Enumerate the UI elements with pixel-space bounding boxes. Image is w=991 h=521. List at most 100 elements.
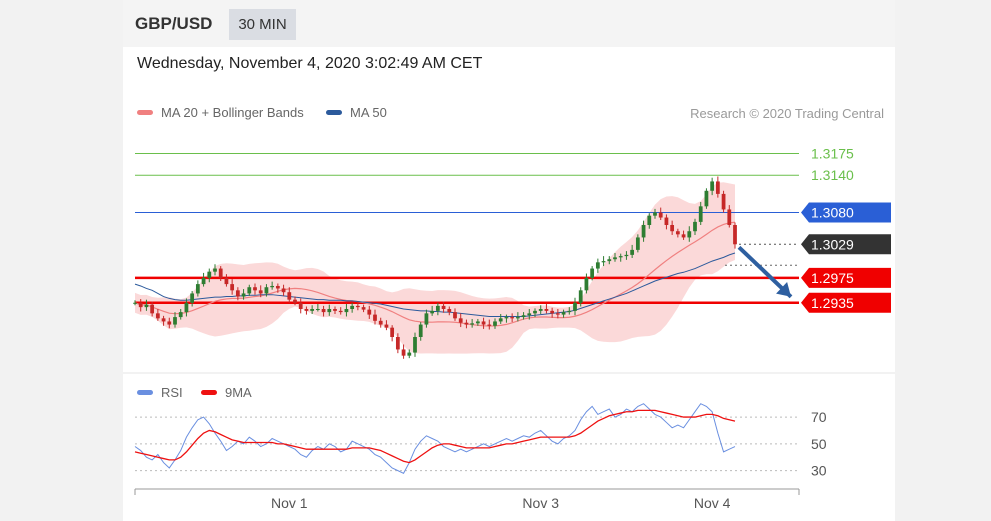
rsi-panel: 70 50 30	[134, 403, 827, 479]
candle-body	[327, 309, 332, 313]
legend-9ma-swatch	[201, 390, 217, 396]
candle-body	[230, 284, 235, 291]
candle-body	[430, 310, 435, 314]
rsi-tick-1: 50	[811, 436, 827, 452]
candle-body	[190, 293, 195, 303]
candle-body	[647, 215, 652, 225]
candle-body	[504, 317, 509, 319]
candle-body	[413, 337, 417, 353]
candle-body	[487, 324, 492, 326]
candle-body	[601, 261, 606, 263]
candle-body	[321, 309, 326, 313]
x-tick-label-2: Nov 4	[694, 495, 731, 511]
candle-body	[498, 318, 503, 322]
level-label-0: 1.3175	[811, 145, 854, 161]
candle-body	[361, 307, 366, 310]
candle-body	[521, 315, 526, 318]
datetime-label: Wednesday, November 4, 2020 3:02:49 AM C…	[137, 55, 483, 72]
candle-body	[544, 309, 549, 311]
candle-body	[573, 302, 577, 311]
candle-body	[270, 285, 275, 288]
candle-body	[287, 292, 292, 300]
candle-body	[258, 290, 263, 294]
rsi-line	[134, 403, 736, 474]
candle-body	[704, 190, 709, 207]
candle-body	[178, 312, 183, 318]
candle-body	[441, 305, 446, 309]
candle-body	[578, 290, 583, 303]
candle-body	[595, 262, 600, 269]
candle-body	[510, 317, 515, 319]
candle-body	[418, 324, 423, 337]
candle-body	[447, 309, 452, 313]
level-flag-4	[801, 267, 891, 288]
legend-rsi-swatch	[137, 390, 153, 396]
candle-body	[481, 321, 486, 325]
level-lines	[135, 152, 799, 305]
candle-body	[201, 277, 206, 285]
candle-body	[213, 268, 217, 272]
candle-body	[687, 231, 692, 238]
candle-body	[367, 309, 372, 315]
candle-body	[561, 312, 566, 315]
candle-body	[681, 234, 686, 238]
forecast-arrow-head	[776, 282, 791, 297]
research-credit: Research © 2020 Trading Central	[690, 106, 884, 121]
level-label-2: 1.3080	[811, 205, 854, 221]
level-label-1: 1.3140	[811, 167, 854, 183]
candle-body	[304, 309, 309, 311]
candle-body	[275, 285, 280, 289]
candle-body	[458, 318, 463, 323]
candle-body	[624, 254, 629, 257]
candle-body	[493, 321, 497, 326]
candle-body	[315, 309, 320, 310]
candle-body	[641, 225, 646, 238]
candle-body	[470, 323, 475, 325]
candle-body	[721, 193, 726, 210]
legend-9ma: 9MA	[201, 385, 252, 401]
bollinger-band-area	[135, 182, 735, 354]
legend-ma20-swatch	[137, 110, 153, 116]
legend-rsi-label: RSI	[161, 385, 183, 400]
candle-body	[618, 256, 623, 258]
level-flag-3	[801, 234, 891, 255]
level-label-5: 1.2935	[811, 295, 854, 311]
candle-body	[207, 271, 212, 278]
candle-body	[464, 322, 469, 325]
candle-body	[727, 209, 732, 225]
candle-body	[658, 212, 663, 218]
symbol-title: GBP/USD	[135, 14, 213, 33]
candle-body	[653, 212, 657, 216]
candle-body	[150, 304, 155, 314]
candle-body	[167, 321, 172, 325]
x-tick-label-1: Nov 3	[522, 495, 559, 511]
moving-averages	[134, 221, 736, 327]
candle-body	[235, 290, 240, 297]
candle-body	[355, 305, 360, 308]
legend-ma20-label: MA 20 + Bollinger Bands	[161, 105, 304, 120]
candle-body	[664, 217, 669, 225]
header-bar: GBP/USD 30 MIN	[123, 0, 895, 47]
forecast-arrow	[737, 245, 793, 299]
candle-body	[195, 284, 200, 294]
chart-canvas[interactable]: 1.3175 1.3140 1.3080 1.3029 1.2975 1.2935 70 5…	[123, 0, 895, 521]
level-label-4: 1.2975	[811, 270, 854, 286]
candle-body	[550, 310, 555, 314]
candle-body	[635, 237, 640, 250]
candle-body	[338, 310, 343, 313]
bollinger-bands	[135, 182, 735, 354]
candle-body	[475, 321, 480, 324]
candle-body	[527, 313, 532, 316]
legend-ma50-swatch	[326, 110, 342, 116]
ma20-line	[134, 221, 736, 327]
rsi-9ma-line	[134, 409, 736, 464]
candle-body	[224, 277, 229, 285]
candle-body	[384, 324, 389, 328]
time-axis: Nov 1 Nov 3 Nov 4	[134, 488, 800, 511]
rsi-tick-2: 30	[811, 463, 827, 479]
candle-body	[173, 317, 177, 325]
candle-body	[630, 249, 635, 255]
candle-body	[670, 225, 675, 232]
candle-body	[350, 305, 355, 309]
timeframe-button[interactable]: 30 MIN	[229, 9, 296, 40]
